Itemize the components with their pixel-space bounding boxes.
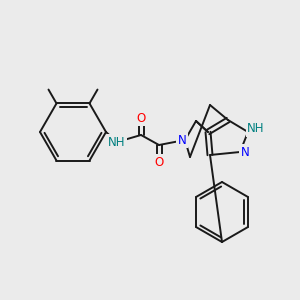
Text: NH: NH	[108, 136, 126, 148]
Text: N: N	[178, 134, 186, 146]
Text: O: O	[154, 155, 164, 169]
Text: NH: NH	[247, 122, 265, 136]
Text: N: N	[241, 146, 249, 158]
Text: O: O	[136, 112, 146, 124]
